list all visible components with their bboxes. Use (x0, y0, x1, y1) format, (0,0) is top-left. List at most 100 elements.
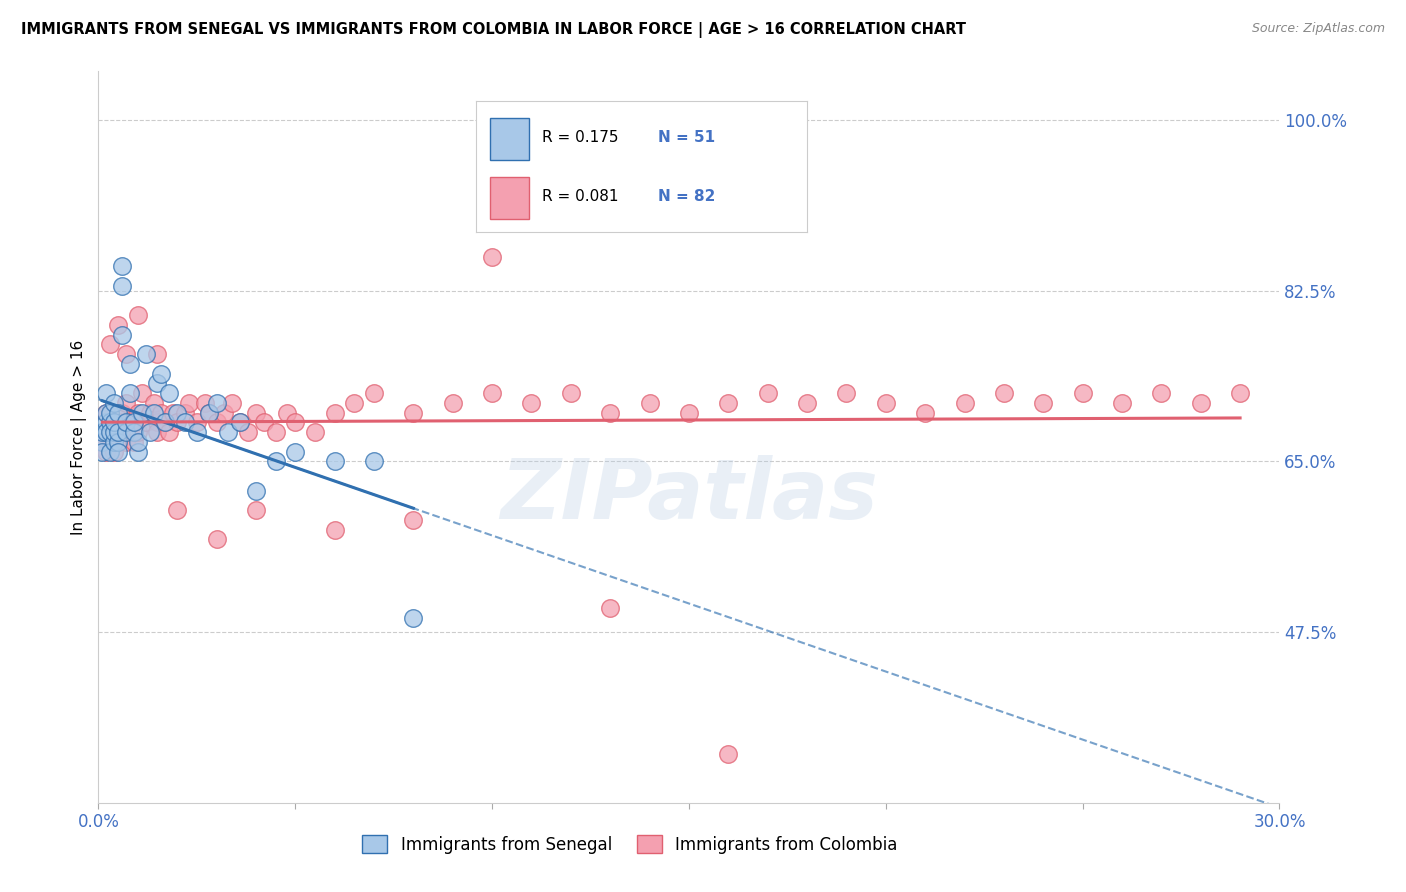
Point (122, 425, 145, 440)
Point (98, 416, 121, 430)
Point (481, 250, 503, 264)
Point (107, 425, 129, 440)
Point (146, 347, 169, 361)
Point (127, 308, 149, 322)
Text: IMMIGRANTS FROM SENEGAL VS IMMIGRANTS FROM COLOMBIA IN LABOR FORCE | AGE > 16 CO: IMMIGRANTS FROM SENEGAL VS IMMIGRANTS FR… (21, 22, 966, 38)
Y-axis label: In Labor Force | Age > 16: In Labor Force | Age > 16 (72, 340, 87, 534)
Point (131, 386, 153, 401)
Point (103, 444, 125, 458)
Point (111, 406, 134, 420)
Point (236, 425, 259, 440)
Point (343, 396, 366, 410)
Point (481, 386, 503, 401)
Point (323, 523, 346, 537)
Point (304, 425, 326, 440)
Point (835, 386, 858, 401)
Point (276, 406, 298, 420)
Point (146, 376, 169, 391)
Point (363, 386, 385, 401)
Point (229, 416, 252, 430)
Point (107, 318, 129, 332)
Point (96, 406, 118, 420)
Point (217, 425, 239, 440)
Point (194, 396, 217, 410)
Point (127, 434, 149, 449)
Point (520, 396, 543, 410)
Point (264, 425, 287, 440)
Point (96, 386, 118, 401)
Point (441, 396, 464, 410)
Point (111, 260, 134, 274)
Point (875, 396, 897, 410)
Point (91, 425, 114, 440)
Point (155, 416, 177, 430)
Legend: Immigrants from Senegal, Immigrants from Colombia: Immigrants from Senegal, Immigrants from… (356, 829, 904, 860)
Point (953, 396, 976, 410)
Point (98, 416, 121, 430)
Point (717, 747, 740, 761)
Point (146, 416, 169, 430)
Point (138, 406, 160, 420)
Point (98, 425, 121, 440)
Point (146, 425, 169, 440)
Point (155, 416, 177, 430)
Point (756, 386, 779, 401)
Point (96, 416, 118, 430)
Point (131, 406, 153, 420)
Point (402, 610, 425, 624)
Point (96, 444, 118, 458)
Point (284, 444, 307, 458)
Point (177, 396, 200, 410)
Point (98, 444, 121, 458)
Point (1111, 396, 1133, 410)
Point (402, 513, 425, 527)
Point (91, 434, 114, 449)
Point (127, 406, 149, 420)
Point (115, 396, 138, 410)
Point (197, 406, 219, 420)
Point (91, 444, 114, 458)
Point (1032, 396, 1054, 410)
Point (1071, 386, 1094, 401)
Point (107, 444, 129, 458)
Point (118, 357, 141, 371)
Point (135, 347, 157, 361)
Point (157, 386, 180, 401)
Point (166, 406, 188, 420)
Point (205, 533, 228, 547)
Point (323, 454, 346, 468)
Point (142, 406, 165, 420)
Point (1150, 386, 1173, 401)
Point (107, 434, 129, 449)
Point (174, 416, 197, 430)
Point (186, 425, 208, 440)
Point (174, 406, 197, 420)
Point (993, 386, 1015, 401)
Point (111, 416, 134, 430)
Point (284, 416, 307, 430)
Point (560, 386, 582, 401)
Point (103, 434, 125, 449)
Point (115, 416, 138, 430)
Point (245, 483, 267, 498)
Text: Source: ZipAtlas.com: Source: ZipAtlas.com (1251, 22, 1385, 36)
Point (638, 396, 661, 410)
Point (599, 406, 621, 420)
Point (914, 406, 936, 420)
Point (138, 425, 160, 440)
Point (166, 416, 188, 430)
Point (142, 396, 165, 410)
Point (150, 367, 173, 381)
Point (678, 406, 700, 420)
Point (229, 416, 252, 430)
Point (118, 416, 141, 430)
Point (96, 425, 118, 440)
Point (107, 406, 129, 420)
Point (205, 396, 228, 410)
Point (363, 454, 385, 468)
Text: ZIPatlas: ZIPatlas (501, 455, 877, 536)
Point (166, 503, 188, 517)
Point (245, 503, 267, 517)
Point (150, 406, 173, 420)
Point (115, 347, 138, 361)
